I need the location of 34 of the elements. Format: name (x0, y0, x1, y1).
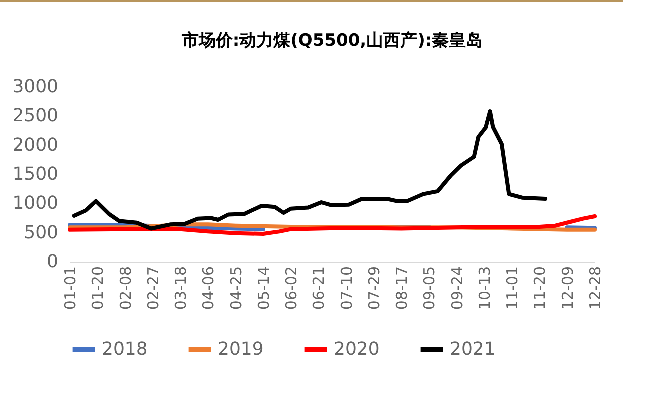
x-tick-label: 01-20 (89, 266, 108, 310)
chart-title: 市场价:动力煤(Q5500,山西产):秦皇岛 (180, 31, 484, 51)
x-tick-label: 10-13 (476, 266, 494, 310)
x-tick-label: 02-27 (144, 266, 162, 310)
y-tick-label: 500 (24, 222, 58, 244)
legend-label: 2019 (218, 339, 264, 360)
legend-label: 2018 (102, 339, 148, 360)
legend-label: 2020 (334, 339, 380, 360)
x-tick-label: 07-10 (338, 266, 356, 310)
y-tick-label: 3000 (12, 76, 58, 98)
legend-label: 2021 (450, 339, 496, 360)
y-tick-label: 1000 (12, 193, 58, 214)
y-tick-label: 2000 (12, 134, 58, 156)
y-tick-label: 2500 (12, 106, 58, 127)
x-tick-label: 01-01 (62, 266, 80, 310)
x-tick-label: 02-08 (116, 266, 135, 310)
x-tick-label: 06-21 (310, 266, 328, 310)
x-tick-label: 04-06 (200, 266, 218, 310)
y-tick-label: 0 (47, 252, 58, 272)
x-tick-label: 08-17 (393, 266, 412, 310)
x-tick-label: 06-02 (282, 266, 301, 310)
x-tick-label: 09-24 (448, 266, 466, 310)
line-series (72, 110, 548, 231)
x-tick-label: 05-14 (254, 266, 273, 310)
x-tick-label: 09-05 (420, 266, 439, 310)
x-tick-label: 11-01 (504, 266, 522, 310)
y-tick-label: 1500 (12, 164, 58, 185)
line-series (68, 214, 597, 236)
x-tick-label: 04-25 (227, 266, 246, 310)
x-tick-label: 03-18 (172, 266, 190, 310)
x-tick-label: 11-20 (531, 266, 550, 310)
x-tick-label: 12-28 (586, 266, 604, 310)
x-tick-label: 07-29 (365, 266, 384, 310)
x-tick-label: 12-09 (558, 266, 577, 310)
